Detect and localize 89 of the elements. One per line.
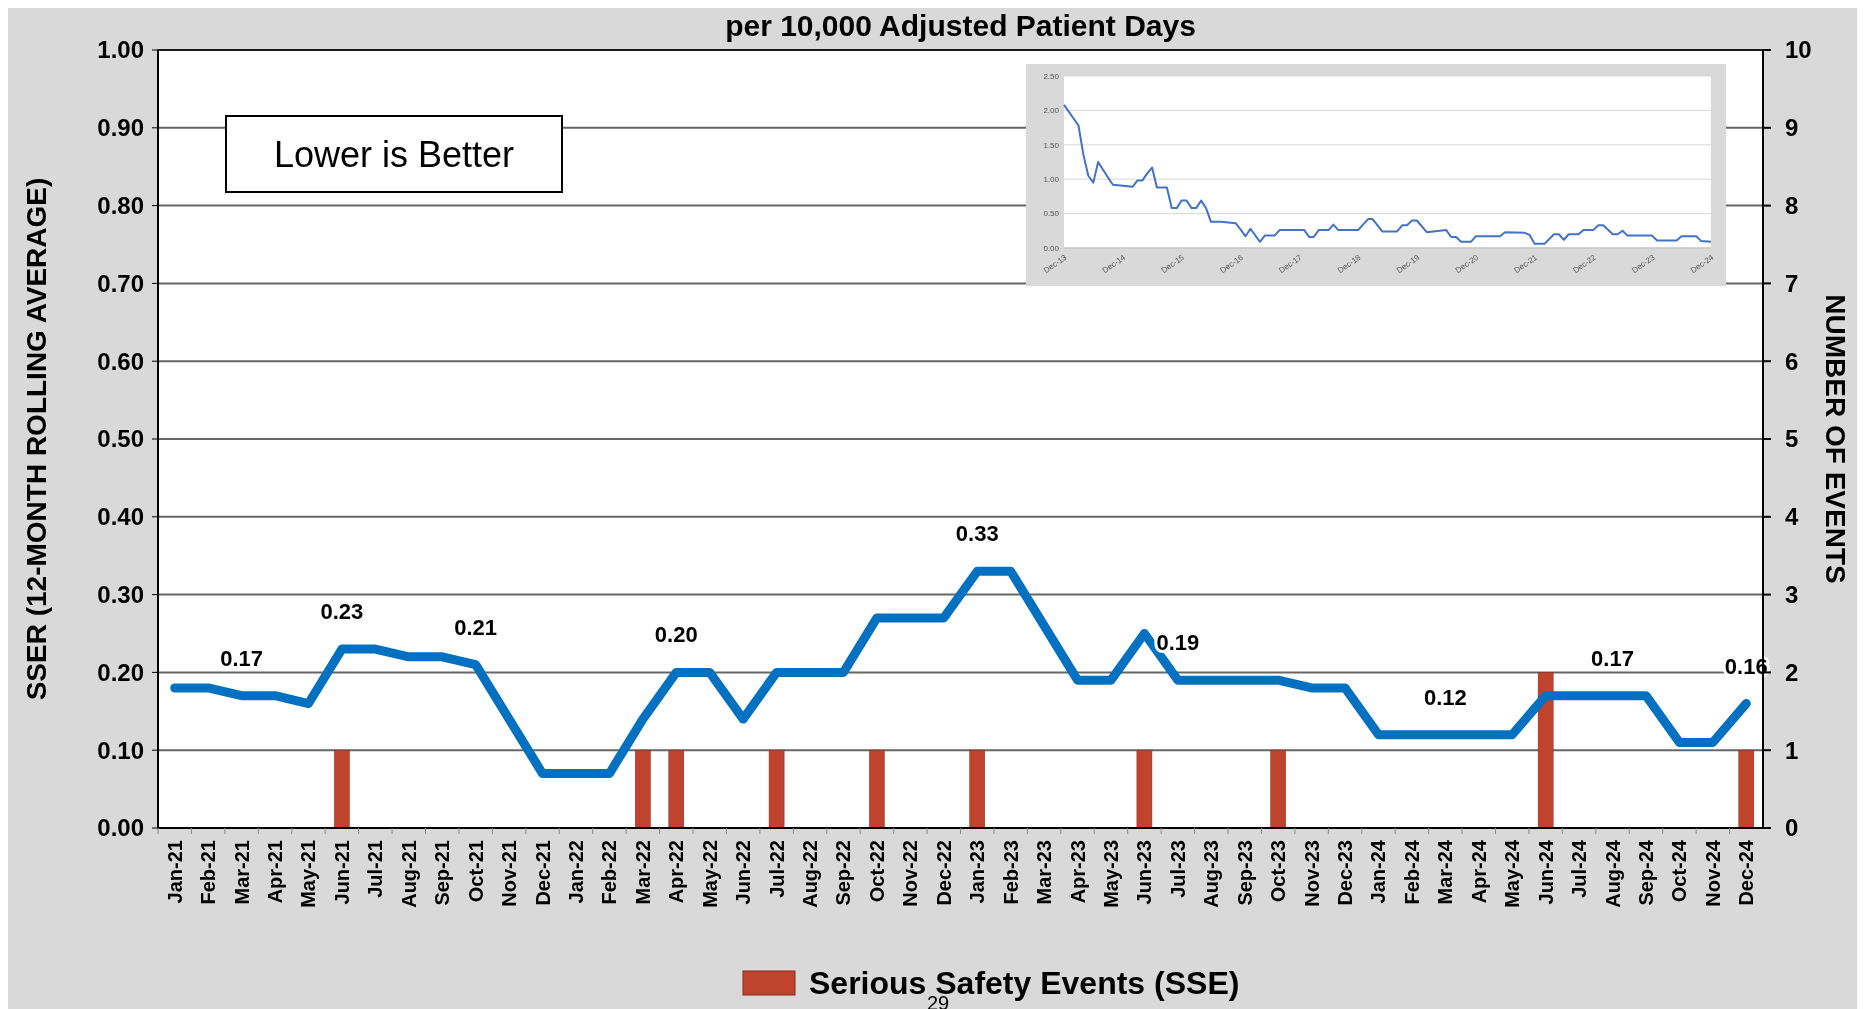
y2-tick-label: 3 bbox=[1785, 581, 1799, 608]
data-label: 0.17 bbox=[220, 645, 264, 671]
y2-tick-label: 10 bbox=[1785, 36, 1812, 64]
y-tick-label: 0.20 bbox=[97, 658, 144, 686]
y2-tick-label: 7 bbox=[1785, 269, 1799, 297]
x-tick-label: Apr-23 bbox=[1066, 840, 1089, 904]
x-tick-label: Mar-21 bbox=[230, 840, 253, 905]
x-tick-label: Jan-21 bbox=[163, 840, 186, 904]
data-label: 0.23 bbox=[320, 599, 364, 625]
x-tick-label: Jul-21 bbox=[364, 840, 387, 898]
x-tick-label: Mar-22 bbox=[631, 840, 654, 905]
data-label: 0.33 bbox=[955, 521, 999, 547]
y2-tick-label: 8 bbox=[1785, 192, 1799, 219]
x-tick-label: Dec-21 bbox=[531, 840, 554, 906]
x-tick-label: Jul-23 bbox=[1166, 840, 1189, 898]
data-label: 0.17 bbox=[1591, 645, 1634, 671]
y-tick-label: 0.00 bbox=[97, 814, 144, 842]
x-tick-label: Jun-21 bbox=[330, 840, 353, 905]
data-label: 0.21 bbox=[454, 614, 498, 640]
x-tick-label: May-21 bbox=[297, 840, 320, 908]
x-tick-label: Nov-24 bbox=[1701, 839, 1724, 907]
x-tick-label: Aug-23 bbox=[1200, 840, 1223, 908]
y-tick-label: 0.30 bbox=[97, 581, 144, 608]
data-label: 0.19 bbox=[1156, 630, 1200, 656]
x-tick-label: Feb-21 bbox=[197, 840, 220, 905]
y-axis-title: SSER (12-MONTH ROLLING AVERAGE) bbox=[21, 177, 52, 701]
x-tick-label: Jul-24 bbox=[1568, 839, 1591, 898]
x-tick-label: Sep-23 bbox=[1233, 840, 1256, 906]
y-tick-label: 1.00 bbox=[1043, 175, 1060, 184]
line-series bbox=[1063, 103, 1712, 245]
y-tick-label: 0.80 bbox=[97, 192, 144, 219]
data-label: 0.12 bbox=[1423, 684, 1467, 710]
y2-tick-label: 2 bbox=[1785, 658, 1799, 686]
y-tick-label: 0.40 bbox=[97, 503, 144, 531]
y-tick-label: 0.60 bbox=[97, 347, 144, 375]
x-tick-label: Jan-22 bbox=[564, 840, 587, 904]
y-tick-label: 2.00 bbox=[1043, 106, 1060, 116]
x-tick-label: Sep-24 bbox=[1634, 839, 1657, 906]
chart-title: per 10,000 Adjusted Patient Days bbox=[725, 9, 1196, 42]
x-tick-label: Dec-23 bbox=[1334, 840, 1357, 906]
annotation: Lower is Better bbox=[273, 133, 515, 175]
x-tick-label: Aug-24 bbox=[1601, 839, 1624, 908]
y2-axis-title: NUMBER OF EVENTS bbox=[1820, 294, 1851, 584]
x-tick-label: Jul-22 bbox=[765, 840, 788, 898]
x-tick-label: Nov-22 bbox=[899, 840, 922, 907]
y-tick-label: 0.50 bbox=[1043, 209, 1060, 219]
x-tick-label: Jun-23 bbox=[1133, 840, 1156, 905]
x-tick-label: Mar-23 bbox=[1033, 840, 1056, 905]
y-tick-label: 1.50 bbox=[1043, 140, 1060, 150]
x-tick-label: Apr-21 bbox=[264, 840, 287, 904]
x-tick-label: Aug-21 bbox=[397, 840, 420, 908]
y2-tick-label: 4 bbox=[1785, 503, 1799, 531]
x-tick-label: Oct-24 bbox=[1668, 839, 1691, 903]
y-tick-label: 1.00 bbox=[97, 36, 144, 64]
x-tick-label: Dec-24 bbox=[1735, 839, 1758, 906]
x-tick-label: Sep-22 bbox=[832, 840, 855, 906]
y2-tick-label: 0 bbox=[1785, 814, 1799, 842]
x-tick-label: Oct-22 bbox=[865, 840, 888, 903]
y2-tick-label: 6 bbox=[1785, 347, 1799, 375]
y-tick-label: 2.50 bbox=[1043, 71, 1060, 81]
y-tick-label: 0.70 bbox=[97, 269, 144, 297]
x-tick-label: Mar-24 bbox=[1434, 839, 1457, 905]
x-tick-label: May-22 bbox=[698, 840, 721, 908]
x-tick-label: Nov-23 bbox=[1300, 840, 1323, 907]
x-tick-label: Jan-24 bbox=[1367, 839, 1390, 904]
x-tick-label: May-24 bbox=[1501, 839, 1524, 908]
y2-tick-label: 5 bbox=[1785, 425, 1799, 453]
y2-tick-label: 9 bbox=[1785, 114, 1799, 142]
x-tick-label: Apr-22 bbox=[665, 840, 688, 904]
x-tick-label: Dec-22 bbox=[932, 840, 955, 906]
x-tick-label: May-23 bbox=[1099, 840, 1122, 908]
y-tick-label: 0.90 bbox=[97, 114, 144, 142]
x-tick-label: Sep-21 bbox=[431, 840, 454, 906]
y2-tick-label: 1 bbox=[1785, 736, 1799, 764]
x-tick-label: Feb-24 bbox=[1400, 839, 1423, 905]
y-tick-label: 0.50 bbox=[97, 425, 144, 453]
x-tick-label: Nov-21 bbox=[498, 840, 521, 907]
x-tick-label: Jun-22 bbox=[732, 840, 755, 905]
x-tick-label: Apr-24 bbox=[1467, 839, 1490, 904]
x-tick-label: Jan-23 bbox=[966, 840, 989, 904]
x-tick-label: Aug-22 bbox=[799, 840, 822, 908]
y-tick-label: 0.00 bbox=[1043, 243, 1060, 253]
x-tick-label: Oct-21 bbox=[464, 840, 487, 903]
x-tick-label: Jun-24 bbox=[1534, 839, 1557, 905]
y-tick-label: 0.10 bbox=[97, 736, 144, 764]
x-tick-label: Feb-23 bbox=[999, 840, 1022, 905]
x-tick-label: Feb-22 bbox=[598, 840, 621, 905]
x-tick-label: Oct-23 bbox=[1267, 840, 1290, 903]
data-label: 0.20 bbox=[654, 622, 698, 648]
